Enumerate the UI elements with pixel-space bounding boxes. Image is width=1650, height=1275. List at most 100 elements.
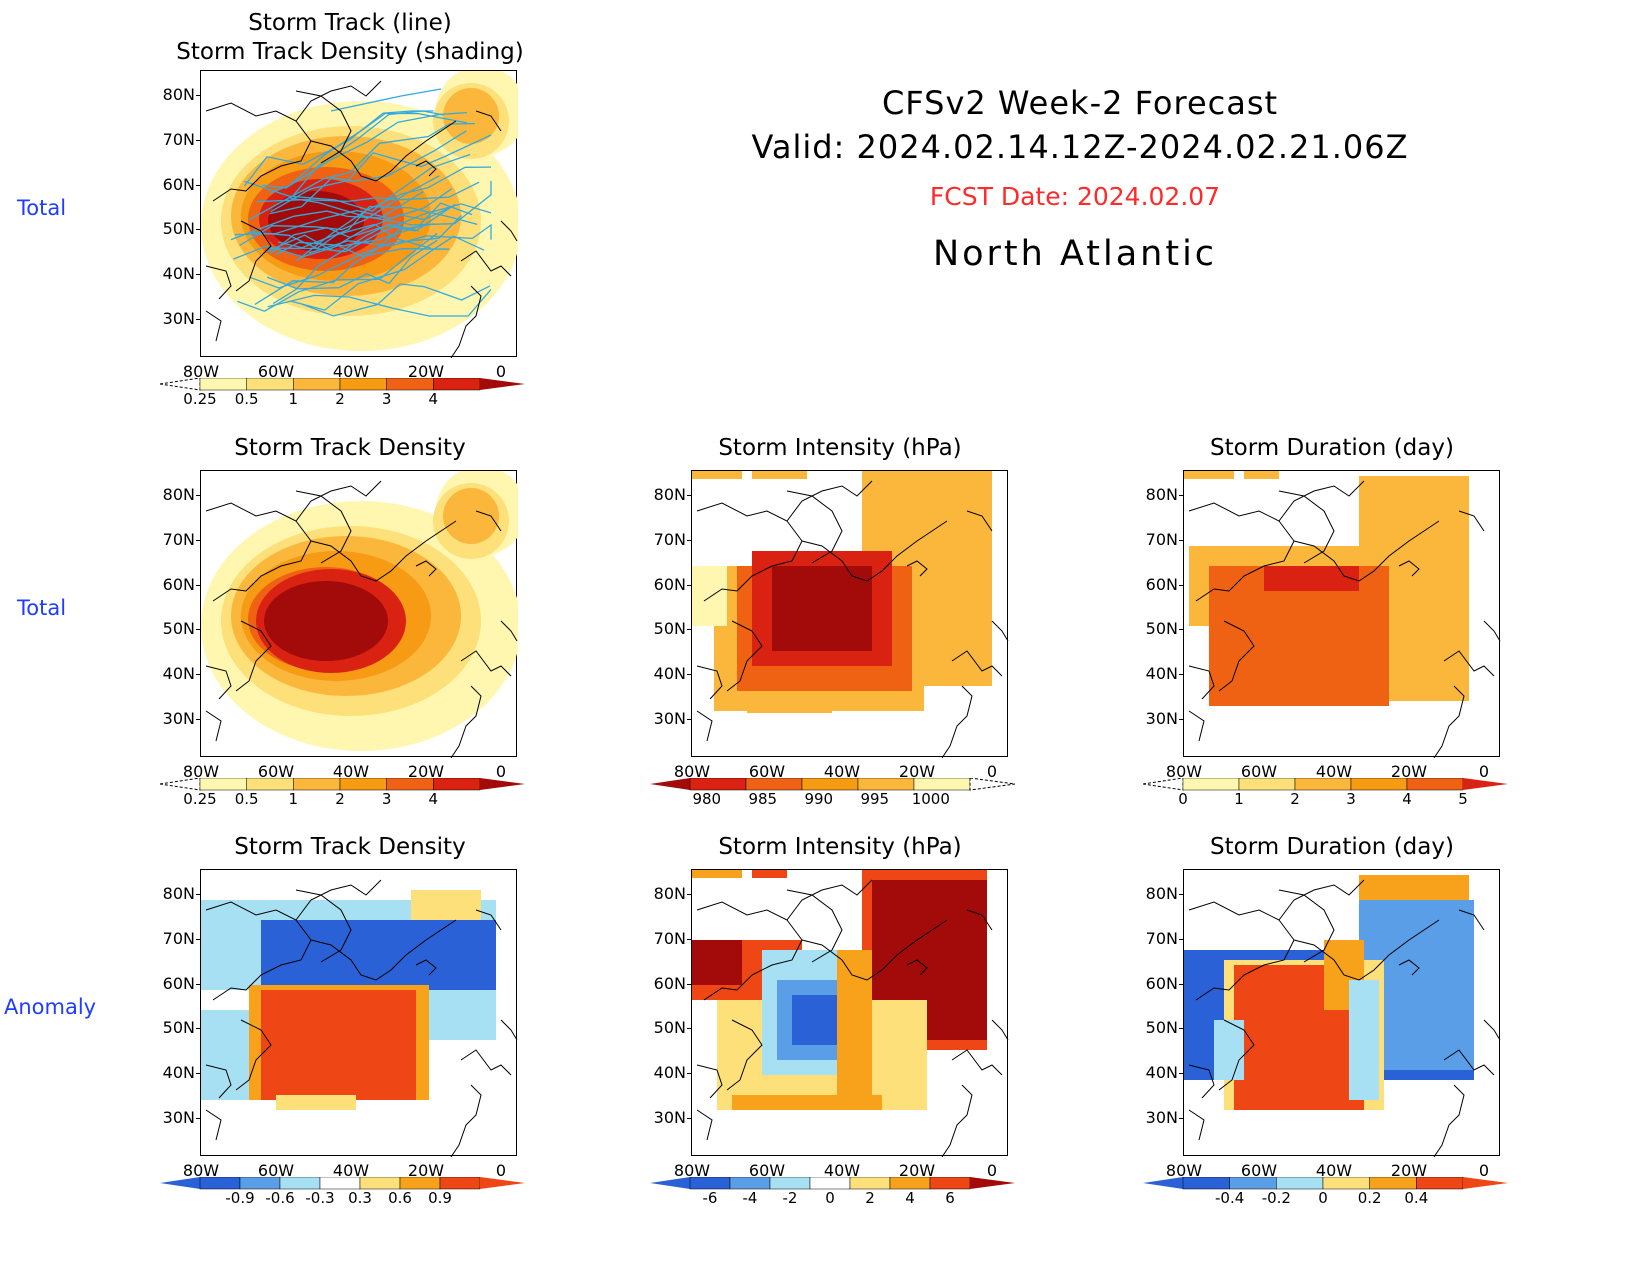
colorbar-segment [889,1176,931,1190]
lat-tick-mark [196,229,201,230]
coastline-segment [310,919,457,981]
map-field [692,870,1009,1157]
panel-title-duration-total: Storm Duration (day) [1210,435,1454,461]
coastline-segment [1218,620,1255,692]
coastline-segment [696,901,803,1001]
colorbar-segment [359,1176,401,1190]
lat-tick-label: 80N [1145,884,1178,903]
coastline-segment [786,490,843,564]
shading-cell-6 [1349,980,1379,1100]
coastline-segment [205,1109,222,1141]
shading-contour-5 [443,88,499,144]
storm-track-line [330,88,442,112]
lon-tick-label: 60W [257,1161,295,1180]
colorbar-segment [1406,777,1464,791]
lat-tick-mark [1179,894,1184,895]
colorbar-segment [246,777,294,791]
lat-tick-mark [1179,1028,1184,1029]
lat-tick-label: 80N [162,85,195,104]
coastline-segment [966,909,993,931]
lat-tick-label: 60N [162,175,195,194]
lat-tick-label: 30N [653,1108,686,1127]
lon-tick-label: 40W [823,762,861,781]
colorbar-label: 990 [804,790,834,808]
coastline-segment [235,220,272,292]
storm-track-line [275,202,473,256]
lon-tick-label: 80W [1165,762,1203,781]
storm-track-line [267,288,492,317]
coastline-segment [1443,1049,1495,1076]
coastline-segment [941,1084,973,1157]
coastlines [205,80,518,358]
coastlines [205,879,518,1157]
colorbar-extend-right [1463,778,1508,790]
coastline-segment [1433,1084,1465,1157]
colorbar-segment [279,1176,321,1190]
colorbar-segment [857,777,915,791]
lat-tick-mark [196,95,201,96]
lat-tick-label: 30N [162,709,195,728]
coastline-segment [1278,879,1365,921]
shading-cell-3 [747,701,832,713]
panel-title-density-anom: Storm Track Density [234,834,466,860]
colorbar-label: 1 [1234,790,1244,808]
coastline-segment [1458,510,1485,532]
shading-contour-9 [264,581,388,661]
lon-tick-label: 80W [1165,1161,1203,1180]
coastline-segment [205,265,232,300]
lat-tick-label: 40N [653,1063,686,1082]
lon-tick-label: 40W [823,1161,861,1180]
lon-tick-label: 60W [1240,762,1278,781]
coastline-segment [295,480,382,522]
panel-title-density-total: Storm Track Density [234,435,466,461]
colorbar-segment [199,1176,241,1190]
coastline-segment [450,1084,482,1157]
coastline-segment [235,1019,272,1091]
coastline-segment [475,510,502,532]
colorbar-label: 2 [1290,790,1300,808]
storm-track-line [290,180,492,226]
storm-track-line [283,122,475,202]
storm-track-line [244,153,471,212]
colorbar-segment [239,1176,281,1190]
lat-tick-mark [196,674,201,675]
lat-tick-mark [687,1073,692,1074]
colorbar-label: 0.6 [388,1189,412,1207]
colorbar-label: -0.9 [225,1189,255,1207]
coastline-segment [295,90,352,164]
coastline-segment [696,1109,713,1141]
colorbar-label: 4 [428,790,439,808]
coastline-segment [726,620,763,692]
shading-cell-9 [837,950,872,1100]
colorbar-label: 995 [860,790,890,808]
coastline-segment [1188,665,1215,700]
coastline-segment [801,919,948,981]
shading-cell-3 [421,990,496,1040]
lon-tick-label: 60W [257,762,295,781]
lon-tick-label: 60W [748,1161,786,1180]
colorbar-segment [433,777,481,791]
lat-tick-label: 80N [162,485,195,504]
coastline-segment [786,879,873,921]
lon-tick-label: 80W [182,362,220,381]
lon-tick-label: 80W [182,762,220,781]
lon-tick-label: 0 [495,762,507,781]
coastline-segment [205,310,222,342]
colorbar-extend-left [160,1177,200,1189]
lat-tick-mark [687,540,692,541]
lon-tick-label: 0 [986,1161,998,1180]
coastline-segment [1483,620,1501,642]
lat-tick-mark [1179,1118,1184,1119]
lon-tick-label: 60W [257,362,295,381]
panel-title-duration-anom: Storm Duration (day) [1210,834,1454,860]
lat-tick-mark [196,1073,201,1074]
coastline-segment [460,1049,512,1076]
colorbar-segment [1350,777,1408,791]
lat-tick-mark [196,939,201,940]
coastline-segment [696,502,803,602]
lat-tick-label: 50N [653,1018,686,1037]
colorbar-segment [1182,777,1240,791]
colorbar-segment [1322,1176,1370,1190]
colorbar-segment [1229,1176,1277,1190]
colorbar-segment [745,777,803,791]
